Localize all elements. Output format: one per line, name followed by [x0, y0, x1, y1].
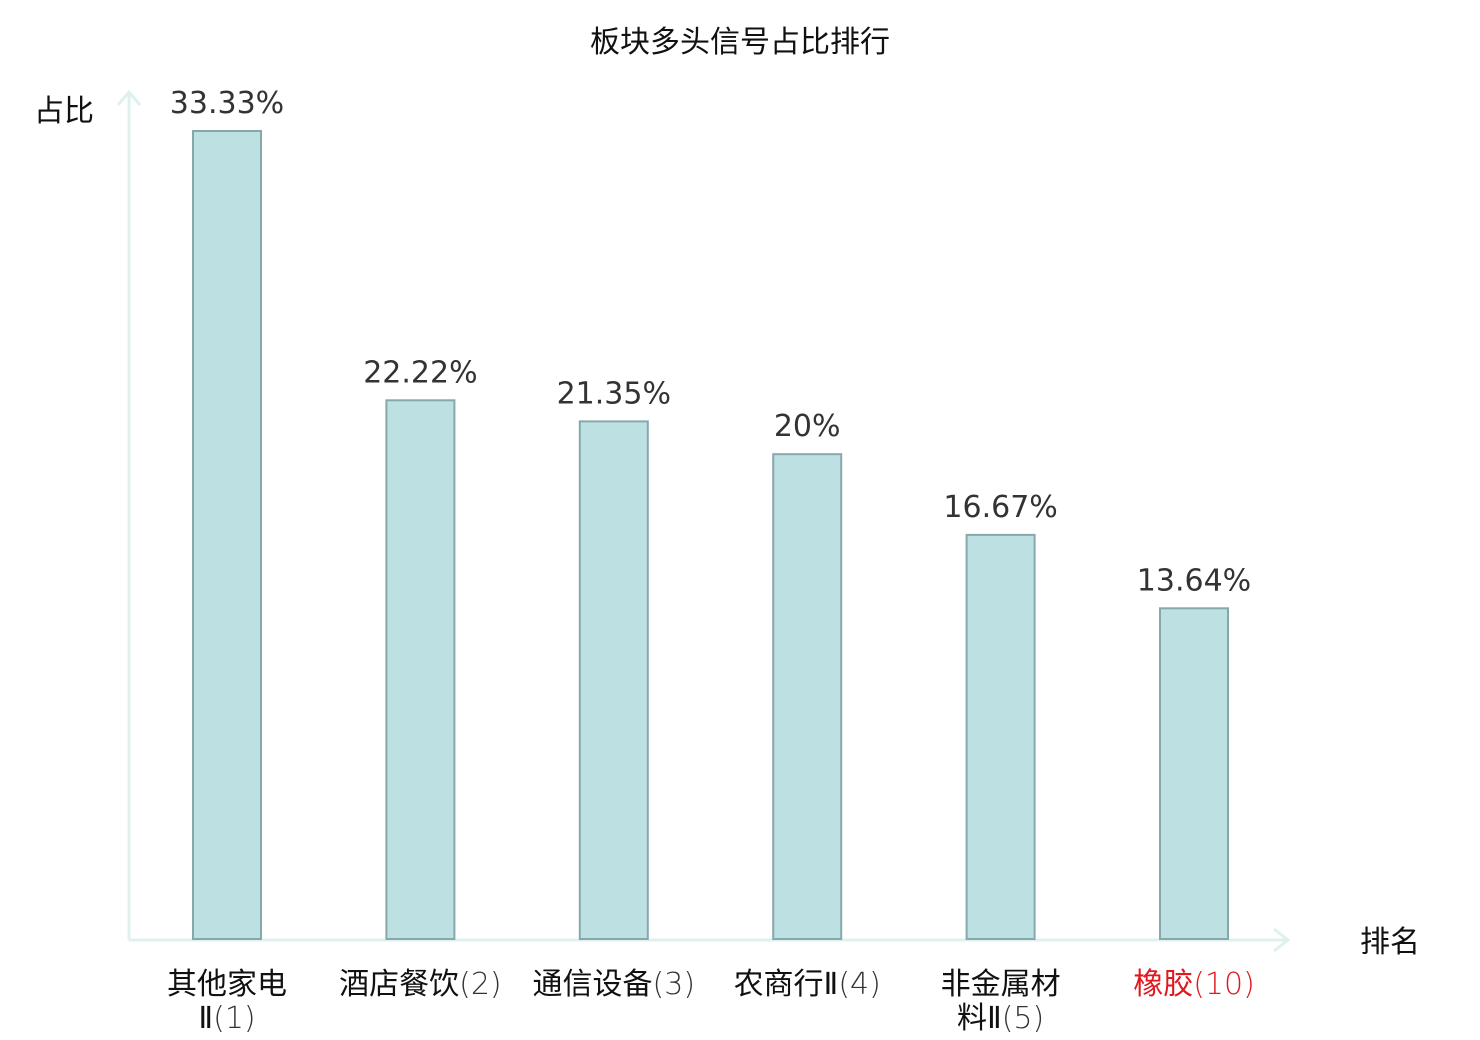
category-name: 非金属材 [941, 967, 1061, 1002]
category-name: 其他家电 [167, 967, 287, 1002]
x-axis-title: 排名 [1360, 925, 1420, 960]
category-label: 其他家电 [167, 967, 287, 1002]
category-name: 酒店餐饮 [339, 967, 459, 1002]
bar [772, 453, 843, 940]
value-labels-group: 33.33% 22.22% 21.35% 20% 16.67% 13.64% [170, 86, 1251, 598]
x-axis-arrow [1273, 927, 1291, 953]
category-name: 橡胶 [1133, 967, 1193, 1002]
axes [116, 89, 1291, 953]
value-label: 22.22% [363, 355, 477, 390]
category-rank: (1) [213, 1001, 256, 1036]
bar [385, 399, 456, 940]
category-label: 非金属材 [941, 967, 1061, 1002]
bar [578, 420, 649, 940]
category-label: Ⅱ(1) [198, 1001, 255, 1036]
bars-group [192, 130, 1229, 941]
bar [192, 130, 262, 940]
category-label: 农商行Ⅱ(4) [734, 967, 881, 1002]
category-label: 橡胶(10) [1133, 967, 1255, 1002]
category-rank: (5) [1002, 1001, 1045, 1036]
category-name: 通信设备 [533, 967, 653, 1002]
value-label: 21.35% [557, 376, 671, 411]
category-rank: (10) [1193, 967, 1255, 1002]
category-label: 酒店餐饮(2) [339, 967, 502, 1002]
value-label: 13.64% [1137, 563, 1251, 598]
category-label: 通信设备(3) [533, 967, 696, 1002]
category-rank: (4) [838, 967, 881, 1002]
y-axis-title: 占比 [34, 94, 94, 129]
category-name: 料Ⅱ [957, 1001, 1002, 1036]
chart-title: 板块多头信号占比排行 [590, 25, 890, 60]
bar [1159, 607, 1229, 940]
category-name: Ⅱ [198, 1001, 213, 1036]
bar [965, 533, 1036, 941]
value-label: 20% [774, 409, 841, 444]
value-label: 33.33% [170, 86, 284, 121]
category-label: 料Ⅱ(5) [957, 1001, 1044, 1036]
value-label: 16.67% [943, 490, 1057, 525]
y-axis-arrow [116, 89, 142, 106]
category-name: 农商行Ⅱ [734, 967, 839, 1002]
category-rank: (2) [459, 967, 502, 1002]
category-rank: (3) [653, 967, 696, 1002]
